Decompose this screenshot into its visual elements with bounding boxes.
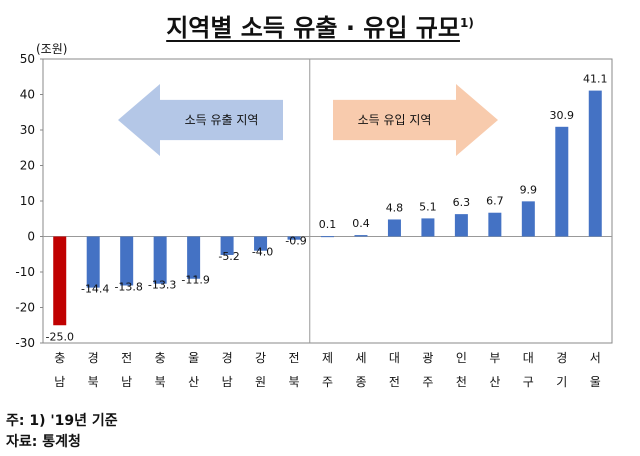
bar-부산	[488, 212, 502, 237]
category-label: 인	[456, 351, 467, 365]
category-label: 전	[289, 351, 300, 365]
bar-서울	[588, 90, 602, 237]
category-label: 원	[255, 375, 266, 389]
data-label: -4.0	[252, 246, 273, 259]
data-label: -5.2	[218, 250, 239, 263]
category-label: 전	[121, 351, 132, 365]
data-label: 0.4	[352, 217, 370, 230]
source-note: 자료: 통계청	[6, 434, 81, 450]
category-label: 충	[54, 351, 65, 365]
bar-경남	[220, 236, 234, 255]
labels-layer: -25.0충남-14.4경북-13.8전남-13.3충북-11.9울산-5.2경…	[46, 73, 608, 389]
inflow-arrow-label: 소득 유입 지역	[358, 113, 432, 127]
category-label: 북	[88, 375, 99, 389]
data-label: 6.3	[453, 196, 471, 209]
bar-광주	[421, 218, 435, 237]
category-label: 대	[389, 351, 400, 365]
footnote: 주: 1) '19년 기준	[6, 413, 118, 429]
data-label: -14.4	[81, 283, 109, 296]
y-tick-label: 20	[20, 159, 35, 173]
data-label: 30.9	[550, 109, 575, 122]
bar-인천	[454, 214, 468, 237]
category-label: 기	[556, 375, 567, 389]
category-label: 북	[289, 375, 300, 389]
y-tick-label: -20	[15, 301, 35, 315]
y-tick-label: 30	[20, 123, 35, 137]
y-tick-label: 10	[20, 194, 35, 208]
y-tick-label: 0	[27, 230, 35, 244]
data-label: 5.1	[419, 200, 437, 213]
y-axis-unit: (조원)	[36, 42, 67, 56]
bar-충남	[53, 236, 67, 326]
category-label: 주	[422, 375, 433, 389]
bar-강원	[254, 236, 268, 251]
data-label: -11.9	[181, 274, 209, 287]
bar-전북	[287, 236, 301, 240]
axis-layer: (조원)50 40 30 20 10 0 -10 -20 -30	[15, 42, 613, 350]
category-label: 경	[222, 351, 233, 365]
category-label: 충	[155, 351, 166, 365]
data-label: -25.0	[46, 330, 74, 343]
bar-충북	[153, 236, 167, 284]
data-label: 9.9	[520, 183, 538, 196]
chart-title: 지역별 소득 유출 · 유입 규모1)	[0, 8, 640, 43]
bar-전남	[120, 236, 134, 286]
category-label: 울	[590, 375, 601, 389]
bar-대구	[521, 201, 535, 237]
chart-title-text: 지역별 소득 유출 · 유입 규모	[166, 14, 460, 42]
bar-제주	[321, 236, 334, 238]
inflow-arrow	[333, 84, 498, 156]
category-label: 주	[322, 375, 333, 389]
category-label: 광	[422, 351, 433, 365]
category-label: 서	[590, 351, 601, 365]
category-label: 부	[489, 351, 500, 365]
category-label: 천	[456, 374, 467, 389]
category-label: 경	[556, 351, 567, 365]
bar-경북	[86, 236, 100, 288]
outflow-arrow-label: 소득 유출 지역	[185, 113, 259, 127]
bar-경기	[555, 126, 569, 237]
category-label: 남	[121, 375, 132, 389]
data-label: -13.3	[148, 279, 176, 292]
bar-세종	[354, 235, 368, 237]
category-label: 대	[523, 351, 534, 365]
bars-layer	[53, 90, 602, 326]
data-label: 41.1	[583, 73, 608, 86]
category-label: 종	[355, 375, 366, 389]
y-tick-label: -10	[15, 265, 35, 279]
y-tick-label: 40	[20, 88, 35, 102]
data-label: 0.1	[319, 218, 337, 231]
category-label: 남	[222, 375, 233, 389]
data-label: -13.8	[114, 280, 142, 293]
category-label: 남	[54, 375, 65, 389]
plot-frame	[42, 58, 613, 344]
arrows-layer: 소득 유출 지역 소득 유입 지역	[118, 84, 498, 156]
category-label: 구	[523, 375, 534, 389]
outflow-arrow	[118, 84, 283, 156]
category-label: 제	[322, 351, 333, 365]
bar-대전	[387, 219, 401, 237]
data-label: 4.8	[386, 201, 404, 214]
category-label: 경	[88, 351, 99, 365]
data-label: 6.7	[486, 195, 504, 208]
y-tick-label: -30	[15, 336, 35, 350]
y-tick-label: 50	[20, 52, 35, 66]
data-label: -0.9	[285, 235, 306, 248]
category-label: 북	[155, 375, 166, 389]
category-label: 세	[355, 351, 366, 365]
title-footnote-mark: 1)	[459, 16, 474, 30]
category-label: 산	[188, 375, 199, 389]
category-label: 울	[188, 351, 199, 365]
category-label: 전	[389, 375, 400, 389]
bar-울산	[187, 236, 201, 279]
category-label: 산	[489, 375, 500, 389]
category-label: 강	[255, 351, 266, 365]
